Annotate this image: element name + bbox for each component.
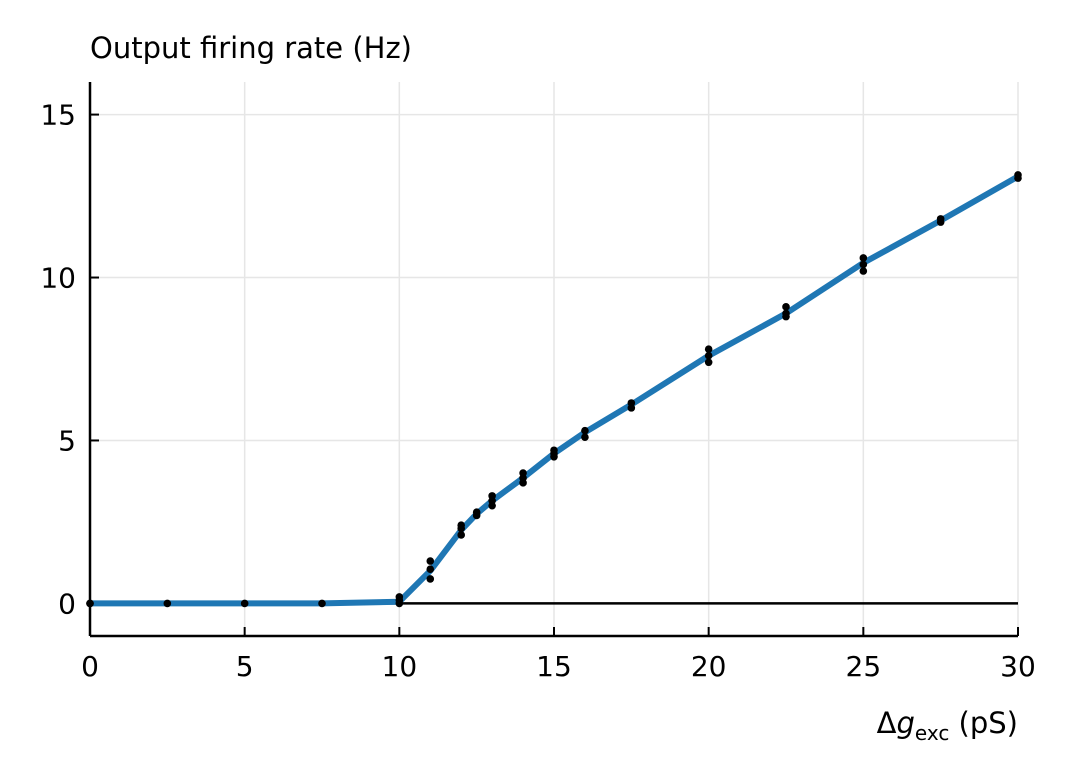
sample-point	[426, 575, 435, 583]
sample-point	[782, 303, 790, 311]
sample-point	[426, 557, 435, 565]
y-tick-label: 0	[58, 587, 76, 620]
x-tick-label: 25	[846, 650, 882, 683]
sample-point	[395, 593, 404, 601]
sample-point	[472, 508, 481, 516]
y-tick-label: 15	[40, 99, 76, 132]
sample-point	[488, 492, 496, 500]
x-label-subscript: exc	[915, 721, 949, 745]
sample-point	[704, 345, 713, 354]
y-tick-label: 5	[58, 424, 76, 457]
x-tick-label: 15	[536, 650, 572, 683]
sample-point	[1014, 171, 1022, 179]
sample-point	[581, 433, 589, 442]
series-sample-points	[86, 171, 1022, 608]
x-tick-label: 30	[1000, 650, 1036, 683]
sample-point	[704, 351, 713, 360]
sample-point	[457, 531, 466, 539]
chart-title: Output firing rate (Hz)	[90, 31, 412, 65]
sample-point	[457, 521, 466, 529]
x-label-symbol: g	[896, 706, 914, 740]
sample-point	[859, 254, 868, 262]
sample-point	[550, 446, 558, 455]
x-tick-label: 5	[236, 650, 254, 683]
sample-point	[859, 267, 868, 275]
sample-point	[581, 426, 589, 435]
sample-point	[859, 260, 868, 269]
sample-point	[704, 358, 713, 367]
mean-curve-line	[90, 173, 1020, 607]
sample-point	[163, 599, 172, 608]
x-axis-label: Δgexc (pS)	[877, 706, 1018, 745]
sample-point	[782, 309, 790, 318]
sample-point	[627, 399, 636, 407]
x-label-suffix: (pS)	[949, 706, 1018, 740]
grid-lines	[89, 82, 1019, 636]
sample-point	[240, 599, 249, 608]
tick-labels: 0 5 10 15 20 25 30 0 5 10 15	[40, 99, 1035, 683]
sample-point	[86, 599, 94, 608]
x-tick-label: 20	[691, 650, 727, 683]
sample-point	[318, 599, 326, 608]
sample-point	[936, 215, 945, 223]
sample-point	[426, 565, 435, 573]
x-tick-label: 0	[81, 650, 99, 683]
y-tick-label: 10	[40, 262, 76, 295]
x-label-prefix: Δ	[877, 706, 897, 740]
series-mean-curve	[90, 173, 1020, 607]
x-tick-label: 10	[382, 650, 418, 683]
sample-point	[519, 469, 527, 477]
